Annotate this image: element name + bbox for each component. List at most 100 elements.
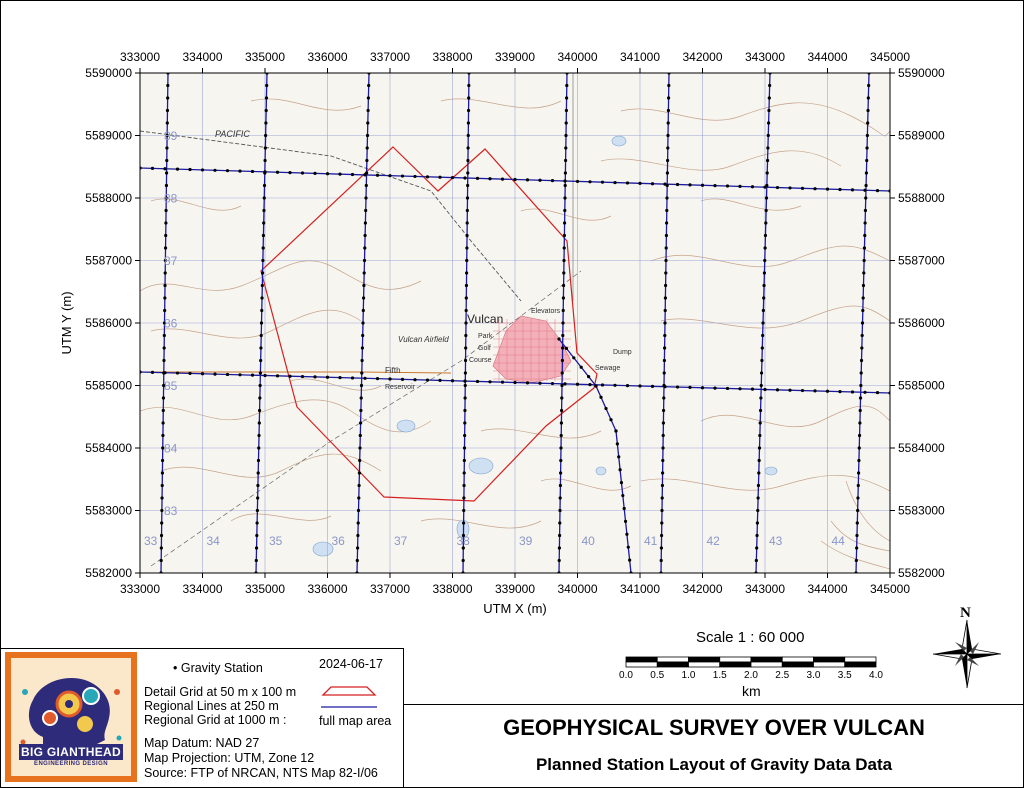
x-tick-label-top: 333000	[120, 50, 160, 64]
gravity-station	[356, 521, 360, 525]
gravity-station	[159, 546, 163, 550]
gravity-station	[864, 171, 869, 175]
gravity-station	[250, 169, 255, 174]
gravity-station	[666, 158, 670, 163]
gravity-station	[255, 521, 259, 525]
gravity-station	[325, 172, 330, 176]
scale-segment-top	[781, 656, 814, 663]
gravity-station	[262, 208, 266, 213]
gravity-station	[564, 121, 568, 125]
detail-grid-symbol	[321, 686, 377, 696]
gravity-station	[756, 483, 761, 488]
gravity-station	[162, 346, 166, 350]
gravity-station	[788, 186, 792, 190]
gravity-station	[165, 146, 169, 150]
gravity-station	[261, 258, 265, 263]
gravity-station	[560, 408, 564, 413]
gravity-station	[159, 558, 163, 563]
gravity-station	[465, 233, 469, 238]
gravity-station	[750, 185, 755, 189]
grid-number-label: 88	[164, 192, 178, 206]
legend-regional-lines: Regional Lines at 250 m	[144, 699, 279, 713]
gravity-station	[628, 558, 632, 562]
gravity-station	[765, 171, 769, 175]
gravity-station	[565, 83, 569, 88]
scale-bar: 0.0 0.5 1.0 1.5 2.0 2.5 3.0 3.5 4.0	[619, 656, 883, 681]
gravity-station	[466, 121, 470, 125]
gravity-station	[150, 370, 155, 374]
gravity-station	[763, 387, 767, 392]
gravity-station	[363, 233, 367, 238]
gravity-station	[725, 386, 730, 391]
gravity-station	[688, 385, 692, 389]
gravity-station	[664, 246, 668, 250]
gravity-station	[757, 446, 762, 450]
gravity-station	[661, 471, 665, 475]
company-logo: BIG GIANTHEAD ENGINEERING DESIGN	[5, 652, 137, 782]
x-tick-label-top: 339000	[495, 50, 535, 64]
gravity-station	[662, 408, 666, 413]
gravity-station	[562, 233, 567, 238]
gravity-station	[563, 208, 567, 213]
y-tick-label-right: 5590000	[898, 66, 945, 80]
gravity-station	[862, 271, 866, 275]
gravity-station	[163, 296, 167, 300]
gravity-station	[160, 458, 165, 463]
gravity-station	[358, 458, 362, 463]
gravity-station	[825, 389, 830, 393]
gravity-station	[461, 558, 465, 563]
gravity-station	[363, 376, 367, 380]
gravity-station	[450, 379, 455, 383]
gravity-station	[261, 246, 265, 250]
gravity-station	[564, 133, 568, 138]
y-tick-label-right: 5582000	[898, 566, 945, 580]
gravity-station	[664, 258, 668, 263]
gravity-station	[660, 483, 665, 488]
railway-line	[140, 130, 522, 302]
gravity-station	[661, 433, 665, 438]
gravity-station	[475, 379, 480, 384]
gravity-station	[161, 446, 165, 450]
gravity-station	[665, 221, 669, 225]
gravity-station	[413, 174, 417, 179]
gravity-station	[661, 421, 666, 425]
gravity-station	[666, 108, 671, 113]
gravity-station	[825, 187, 830, 191]
gravity-station	[461, 533, 466, 538]
gravity-station	[325, 375, 330, 379]
grid-number-label: 35	[269, 534, 283, 548]
gravity-station	[858, 421, 862, 425]
gravity-station	[464, 283, 469, 288]
gravity-station	[663, 346, 667, 350]
y-tick-label-left: 5587000	[85, 254, 132, 268]
gravity-station	[255, 508, 259, 513]
gravity-station	[700, 386, 705, 390]
gravity-station	[361, 308, 365, 313]
legend-datum: Map Datum: NAD 27	[144, 736, 260, 750]
gravity-station	[863, 188, 867, 192]
gravity-station	[560, 358, 565, 363]
gravity-station	[200, 168, 205, 172]
gravity-station	[464, 321, 468, 325]
gravity-station	[565, 96, 569, 100]
gravity-station	[475, 176, 480, 180]
gravity-station	[466, 183, 470, 188]
gravity-station	[857, 433, 862, 438]
gravity-station	[763, 185, 767, 189]
gravity-station	[159, 533, 164, 538]
gravity-station	[762, 296, 766, 300]
gravity-station	[264, 121, 268, 125]
gravity-station	[775, 388, 780, 392]
legend-regional-grid: Regional Grid at 1000 m :	[144, 713, 287, 727]
gravity-station	[775, 185, 780, 190]
legend-full-map: full map area	[319, 714, 392, 728]
gravity-station	[614, 429, 618, 433]
grid-number-label: 41	[644, 534, 658, 548]
gravity-station	[760, 358, 764, 363]
gravity-station	[257, 408, 262, 413]
gravity-station	[755, 546, 759, 550]
gravity-station	[161, 421, 165, 425]
gravity-station	[615, 442, 619, 446]
gravity-station	[865, 146, 869, 150]
gravity-station	[638, 384, 642, 388]
